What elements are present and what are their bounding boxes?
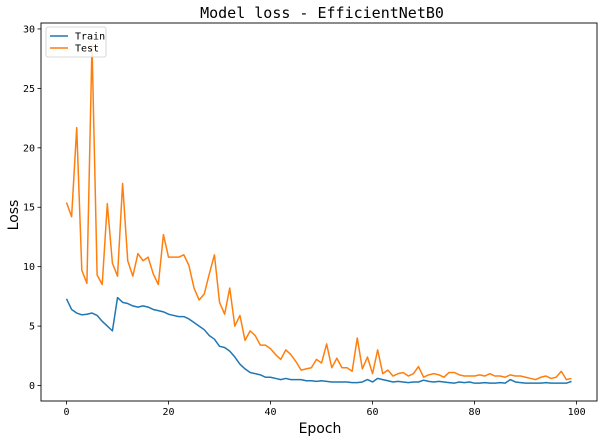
y-tick-label: 15 bbox=[23, 203, 35, 214]
series-line-test bbox=[65, 43, 572, 381]
x-axis-label: Epoch bbox=[299, 421, 342, 437]
y-axis-label: Loss bbox=[6, 200, 22, 231]
y-tick-label: 20 bbox=[23, 143, 35, 154]
y-tick-label: 10 bbox=[23, 262, 35, 273]
x-tick-label: 20 bbox=[162, 407, 174, 418]
y-tick-label: 0 bbox=[29, 381, 35, 392]
legend-box bbox=[45, 26, 107, 58]
plot-frame bbox=[40, 22, 598, 402]
x-axis: 0 20 40 60 80 100 bbox=[63, 401, 586, 418]
chart-title: Model loss - EfficientNetB0 bbox=[200, 4, 444, 22]
y-tick-label: 30 bbox=[23, 24, 35, 35]
x-tick-label: 100 bbox=[568, 407, 586, 418]
x-tick-label: 40 bbox=[265, 407, 277, 418]
y-tick-label: 25 bbox=[23, 84, 35, 95]
x-tick-label: 0 bbox=[63, 407, 69, 418]
plot-area bbox=[65, 43, 572, 384]
series-line-train bbox=[65, 296, 572, 384]
legend-label-test: Test bbox=[75, 44, 99, 55]
x-tick-label: 60 bbox=[367, 407, 379, 418]
legend-label-train: Train bbox=[75, 32, 105, 43]
y-axis: 0 5 10 15 20 25 30 bbox=[23, 24, 41, 392]
y-tick-label: 5 bbox=[29, 322, 35, 333]
x-tick-label: 80 bbox=[469, 407, 481, 418]
